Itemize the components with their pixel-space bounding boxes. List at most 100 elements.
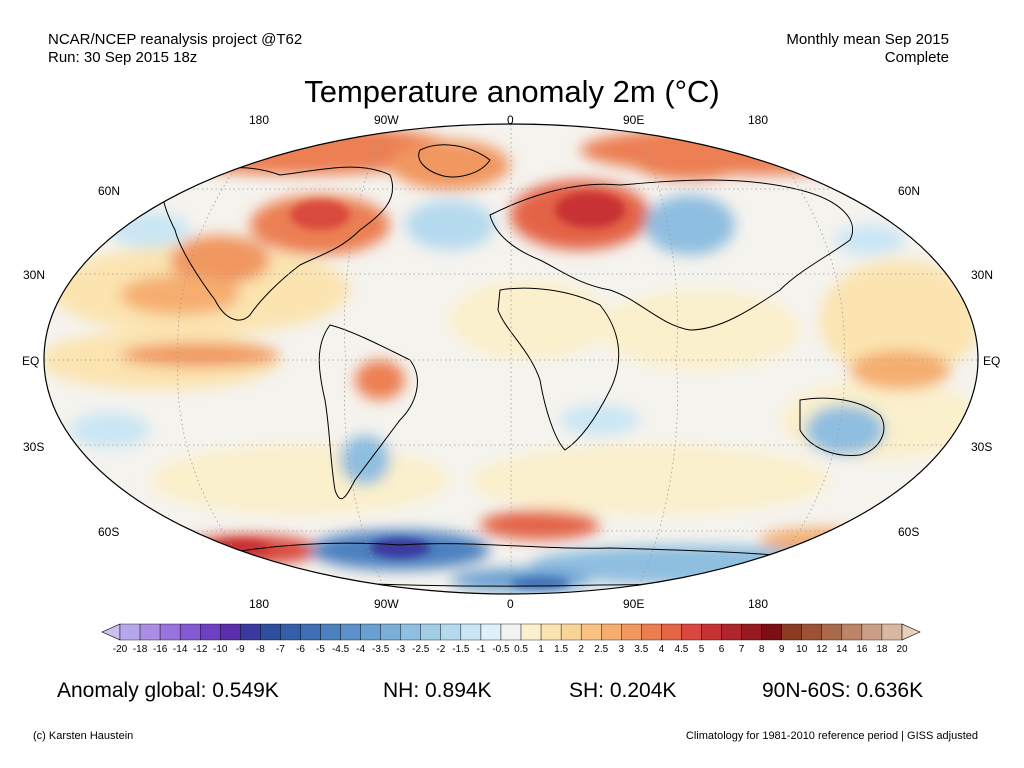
colorbar-tick-label: 4 [659,644,665,655]
lon-label-top-0: 0 [507,113,514,127]
colorbar-tick-label: 5 [699,644,705,655]
colorbar-tick-label: 3 [619,644,625,655]
colorbar-swatch [701,623,722,641]
colorbar-tick-label: 12 [816,644,828,655]
colorbar-tick-label: 16 [856,644,868,655]
colorbar-swatch [741,623,762,641]
copyright-label: (c) Karsten Haustein [33,730,134,742]
colorbar-tick-label: -2 [436,644,445,655]
lon-label-top-180w: 180 [249,113,270,127]
stat-nh: NH: 0.894K [383,679,492,702]
colorbar-tick-label: -3 [396,644,405,655]
colorbar-swatch [420,623,442,641]
colorbar-swatch [360,623,381,641]
colorbar-tick-label: -1.5 [452,644,470,655]
colorbar-tick-label: -4 [356,644,365,655]
colorbar-swatch [139,623,161,641]
colorbar-tick-label: 14 [836,644,848,655]
colorbar-tick-label: -20 [113,644,128,655]
colorbar-swatch [580,623,602,641]
colorbar-tick-label: 2 [578,644,584,655]
colorbar-swatch [119,623,141,641]
colorbar-swatch [440,623,462,641]
colorbar-swatch [801,623,822,641]
colorbar-tick-label: -10 [213,644,228,655]
model-source-label: NCAR/NCEP reanalysis project @T62 [48,31,303,48]
colorbar-tick-label: -1 [476,644,485,655]
colorbar-labels: -20 -18 -1 6 -14 -12 -10 -9 -8 -7 -6 -5 -4.5 -4 -3.5 -3… [113,644,908,655]
colorbar-tick-label: 4.5 [674,644,688,655]
colorbar-tick-label: -8 [256,644,265,655]
colorbar-swatch [781,623,802,641]
lon-label-bottom-0: 0 [507,597,514,611]
colorbar-swatch [400,623,421,641]
colorbar-tick-label: -7 [276,644,285,655]
colorbar-tick-label: -18 [133,644,148,655]
colorbar-swatch [621,623,642,641]
colorbar-swatch [841,623,863,641]
colorbar-swatch [500,623,522,641]
colorbar-swatch [601,623,622,641]
colorbar-tick-label: 8 [759,644,765,655]
colorbar-tick-label: 18 [876,644,888,655]
colorbar-tick-label: -2.5 [412,644,430,655]
colorbar-swatch [761,623,782,641]
colorbar-min-arrow [101,623,121,641]
colorbar-swatch [881,623,903,641]
colorbar-swatch [179,623,201,641]
lon-label-bottom-90w: 90W [374,597,399,611]
colorbar-tick-label: -0.5 [492,644,510,655]
lat-label-right-30n: 30N [971,268,994,282]
colorbar-tick-label: 1.5 [554,644,568,655]
lat-label-right-eq: EQ [983,354,1001,368]
colorbar-tick-label: -9 [236,644,245,655]
colorbar-swatch [340,623,361,641]
lat-label-left-30n: 30N [23,268,46,282]
colorbar-tick-label: -6 [296,644,305,655]
colorbar-swatch [520,623,542,641]
colorbar-tick-label: -12 [193,644,208,655]
colorbar-swatch [300,623,321,641]
colorbar-tick-label: -14 [173,644,188,655]
map-title: Temperature anomaly 2m (°C) [304,74,720,109]
lat-label-left-30s: 30S [23,440,45,454]
lon-label-bottom-180e: 180 [748,597,769,611]
colorbar-tick-label: 9 [779,644,785,655]
colorbar-swatch [380,623,401,641]
colorbar-tick-label: -3.5 [372,644,390,655]
stat-sh: SH: 0.204K [569,679,677,702]
colorbar-max-arrow [901,623,921,641]
stat-global: Anomaly global: 0.549K [57,679,279,702]
lon-label-bottom-180w: 180 [249,597,270,611]
colorbar-tick-label: -5 [316,644,325,655]
colorbar-tick-label: 20 [896,644,908,655]
status-label: Complete [884,49,949,66]
colorbar-swatch [280,623,301,641]
stat-90n-60s: 90N-60S: 0.636K [762,679,924,702]
colorbar-tick-label: 7 [739,644,745,655]
colorbar-swatch [641,623,662,641]
lat-label-right-30s: 30S [971,440,993,454]
colorbar-swatch [821,623,843,641]
colorbar-swatch [721,623,742,641]
colorbar-tick-label: -4.5 [332,644,350,655]
colorbar-tick-label: 6 [719,644,725,655]
lon-label-top-180e: 180 [748,113,769,127]
lat-label-left-60s: 60S [98,525,120,539]
colorbar-tick-label: 10 [796,644,808,655]
graticule [44,124,978,594]
period-label: Monthly mean Sep 2015 [786,31,949,48]
lon-label-top-90e: 90E [623,113,645,127]
colorbar-swatch [460,623,482,641]
colorbar-tick-label: 0.5 [514,644,528,655]
colorbar-tick-label: 2.5 [594,644,608,655]
map-border [43,123,979,595]
lat-label-right-60s: 60S [898,525,920,539]
colorbar-swatch [861,623,883,641]
colorbar-swatch [200,623,221,641]
lat-label-right-60n: 60N [898,184,921,198]
colorbar-swatch [159,623,181,641]
colorbar-swatches [101,623,921,641]
